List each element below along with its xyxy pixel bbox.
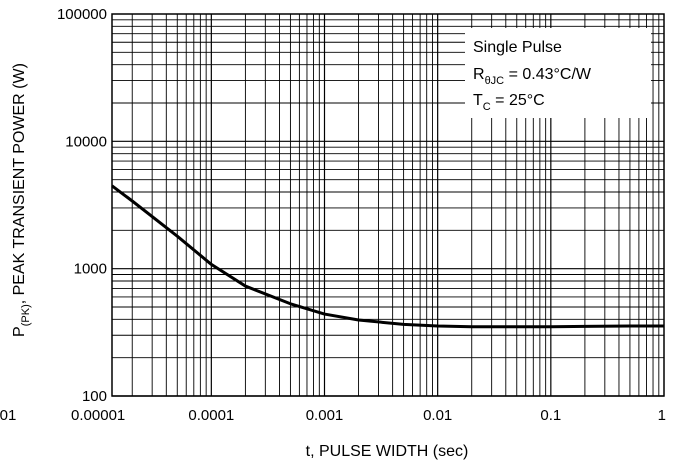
y-tick-labels: 100 1000 10000 100000	[57, 6, 107, 405]
plot-frame	[111, 13, 665, 397]
annotation-line-2-sub: θJC	[485, 75, 505, 87]
y-tick-label: 10000	[65, 133, 107, 150]
annotation-line-1: Single Pulse	[473, 39, 562, 56]
x-tick-label: 0.0001	[188, 407, 234, 424]
x-tick-label: 0.000001	[0, 407, 16, 424]
annotation-line-3-rest: = 25°C	[491, 92, 545, 109]
annotation-line-2: RθJC = 0.43°C/W	[473, 66, 592, 87]
annotation-background	[465, 28, 651, 118]
y-axis-title-main: P	[11, 326, 28, 337]
x-tick-label: 0.01	[423, 407, 452, 424]
annotation-line-3: TC = 25°C	[473, 92, 545, 113]
x-tick-label: 1	[658, 407, 666, 424]
series-line-peak-power	[111, 184, 664, 329]
x-tick-label: 0.00001	[71, 407, 125, 424]
y-axis-title: P(PK), PEAK TRANSIENT POWER (W)	[11, 63, 32, 337]
annotation-line-3-sub: C	[483, 101, 491, 113]
y-tick-label: 1000	[74, 261, 107, 278]
x-tick-labels: 0.000001 0.00001 0.0001 0.001 0.01 0.1 1	[0, 407, 666, 424]
y-tick-label: 100000	[57, 6, 107, 23]
annotation-line-3-main: T	[473, 92, 483, 109]
y-axis-title-sub: (PK)	[20, 304, 32, 326]
y-axis-title-rest: , PEAK TRANSIENT POWER (W)	[11, 63, 28, 304]
annotation-line-2-rest: = 0.43°C/W	[504, 66, 592, 83]
x-tick-label: 0.1	[540, 407, 561, 424]
x-tick-label: 0.001	[306, 407, 344, 424]
y-tick-label: 100	[82, 388, 107, 405]
x-axis-title: t, PULSE WIDTH (sec)	[306, 443, 469, 460]
annotation-line-2-main: R	[473, 66, 485, 83]
annotation-box: Single Pulse RθJC = 0.43°C/W TC = 25°C	[465, 28, 651, 118]
